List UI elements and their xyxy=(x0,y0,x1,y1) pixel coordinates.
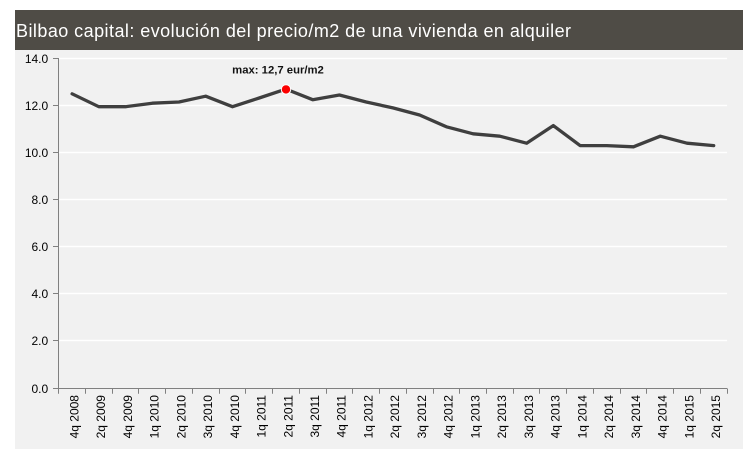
svg-text:4q 2008: 4q 2008 xyxy=(67,395,81,439)
svg-text:2.0: 2.0 xyxy=(32,334,49,348)
svg-text:0.0: 0.0 xyxy=(32,382,49,396)
svg-text:2q 2009: 2q 2009 xyxy=(94,395,108,439)
svg-text:6.0: 6.0 xyxy=(32,240,49,254)
svg-text:12.0: 12.0 xyxy=(25,99,49,113)
svg-text:4q 2012: 4q 2012 xyxy=(442,395,456,439)
svg-text:2q 2014: 2q 2014 xyxy=(602,395,616,439)
svg-text:1q 2012: 1q 2012 xyxy=(362,395,376,439)
svg-text:4.0: 4.0 xyxy=(32,287,49,301)
svg-text:2q 2015: 2q 2015 xyxy=(709,395,723,439)
svg-text:4q 2014: 4q 2014 xyxy=(656,395,670,439)
svg-text:8.0: 8.0 xyxy=(32,193,49,207)
svg-text:3q 2014: 3q 2014 xyxy=(629,395,643,439)
svg-text:1q 2014: 1q 2014 xyxy=(575,395,589,439)
svg-text:4q 2010: 4q 2010 xyxy=(228,395,242,439)
svg-text:3q 2011: 3q 2011 xyxy=(308,395,322,438)
svg-text:2q 2011: 2q 2011 xyxy=(281,395,295,438)
svg-text:4q 2009: 4q 2009 xyxy=(121,395,135,439)
svg-text:2q 2013: 2q 2013 xyxy=(495,395,509,439)
svg-text:3q 2013: 3q 2013 xyxy=(522,395,536,439)
svg-text:1q 2010: 1q 2010 xyxy=(148,395,162,439)
svg-text:1q 2011: 1q 2011 xyxy=(255,395,269,438)
svg-text:1q 2013: 1q 2013 xyxy=(468,395,482,439)
svg-text:4q 2011: 4q 2011 xyxy=(335,395,349,438)
svg-text:4q 2013: 4q 2013 xyxy=(549,395,563,439)
svg-text:2q 2012: 2q 2012 xyxy=(388,395,402,439)
svg-text:14.0: 14.0 xyxy=(25,52,49,66)
svg-text:2q 2010: 2q 2010 xyxy=(174,395,188,439)
svg-text:3q 2010: 3q 2010 xyxy=(201,395,215,439)
svg-text:3q 2012: 3q 2012 xyxy=(415,395,429,439)
svg-text:10.0: 10.0 xyxy=(25,146,49,160)
svg-text:max: 12,7 eur/m2: max: 12,7 eur/m2 xyxy=(232,65,324,77)
svg-text:1q 2015: 1q 2015 xyxy=(682,395,696,439)
